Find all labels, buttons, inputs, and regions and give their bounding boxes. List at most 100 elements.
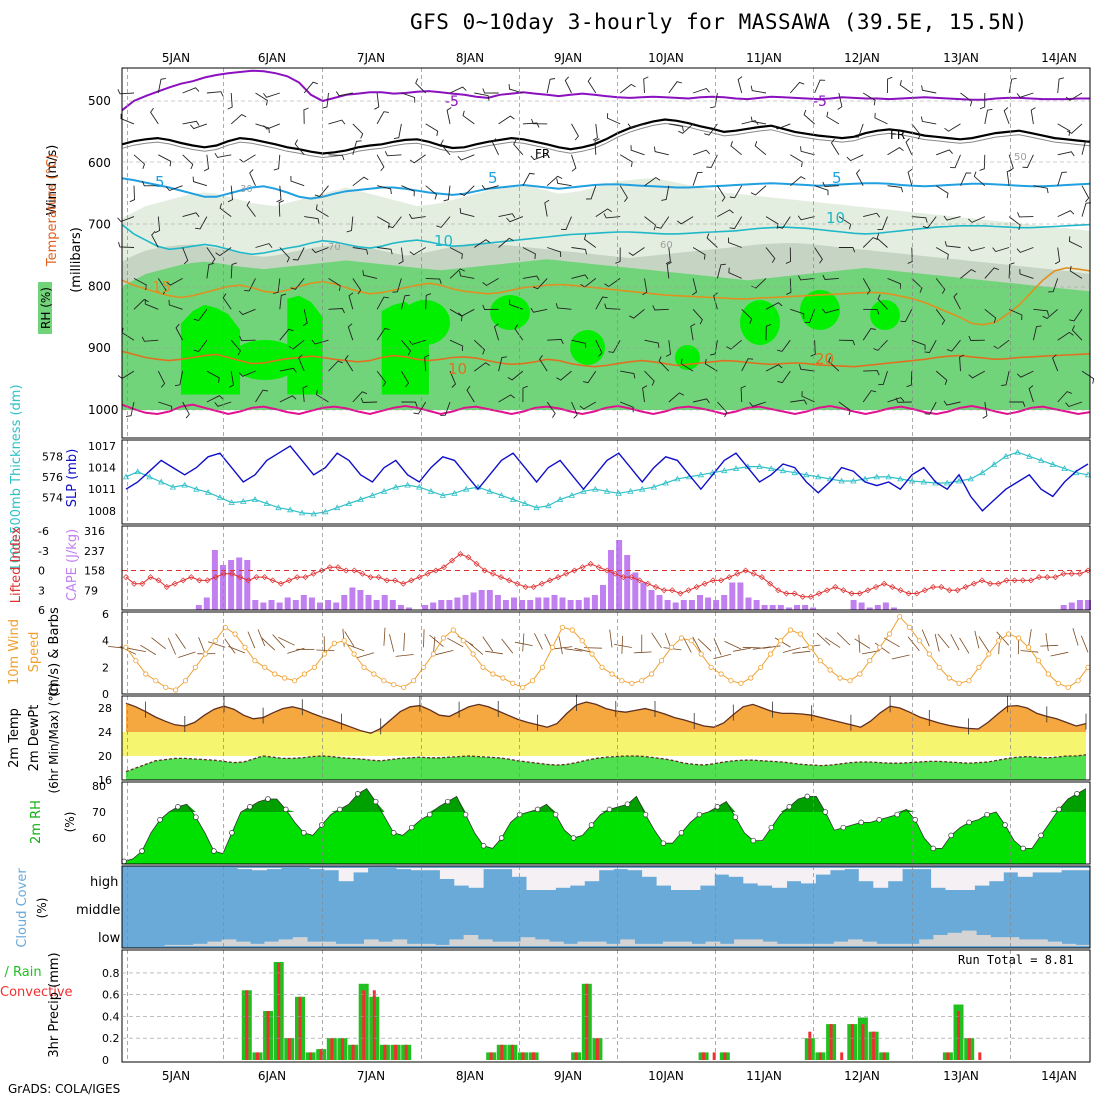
cloud-low-bar [862,942,877,946]
cloud-low-bar [179,945,194,946]
cloud-low-bar [763,942,778,946]
wind-speed-point [461,639,465,643]
cape-bar [697,595,703,610]
wind-barb [669,82,682,93]
rh-bright-blob [740,300,780,345]
wind-speed-point [550,645,554,649]
dewpt-area [126,755,1086,780]
wind-barb [652,633,662,648]
li-tick-label: 0 [38,565,45,578]
cloud-low-bar [706,942,721,946]
wind-speed-point [451,628,455,632]
wind-barb [725,641,741,649]
wind-barb [837,633,850,646]
wind-speed-point [491,672,495,676]
wind-speed-point [947,676,951,680]
cloud-high-bar [339,868,354,881]
wind-speed-point [402,685,406,689]
wind-barb [559,636,562,654]
wind-speed-point [659,659,663,663]
rh2m-point [319,823,324,828]
cape-bar [479,590,485,610]
wind-speed-point [431,652,435,656]
cape-bar [851,600,857,610]
wind-speed-point [183,679,187,683]
wind-barb [258,629,265,646]
rh2m-point [967,820,972,825]
cloud-high-bar [787,868,802,881]
rh2m-point [355,791,360,796]
cape-bar [293,600,299,610]
slp-tick-label: 1017 [88,440,116,453]
rh2m-point [751,838,756,843]
rh2m-point [373,799,378,804]
cape-bar [665,600,671,610]
rh2m-point [1039,833,1044,838]
wind-barb [277,186,282,202]
cape-bar [681,600,687,610]
cloud-high-bar [974,868,989,886]
wind-barb [357,653,374,658]
wind-barb [199,637,206,654]
cloud-low-bar [820,944,835,946]
wind-barb [742,121,759,125]
date-label-top: 12JAN [844,51,880,65]
wind-speed-point [292,679,296,683]
date-label-bottom: 6JAN [258,1069,286,1083]
wind-speed-point [788,628,792,632]
cloud-low-bar [222,939,237,946]
wind-speed-point [600,665,604,669]
cloud-high-bar [714,868,729,875]
cape-tick-label: 237 [84,545,105,558]
panel-frame-slp [122,440,1090,524]
rh2m-point [535,807,540,812]
wind-speed-point [669,645,673,649]
precip-conv-bar [394,1045,397,1060]
temp-label-b: 2m DewPt [27,705,42,772]
cloud-high-bar [324,868,339,870]
date-label-bottom: 9JAN [554,1069,582,1083]
wind-speed-point [808,645,812,649]
li-tick-label: -6 [38,525,49,538]
cape-bar [196,605,202,610]
wind-barb [975,631,979,649]
upper-rh-label: RH (%) [39,287,53,329]
wind-barb [888,186,903,193]
cloud-high-bar [946,868,961,890]
wind-barb [152,638,166,649]
wind-barb [231,115,246,124]
cape-bar [471,593,477,611]
wind-speed-point [421,665,425,669]
cloud-low-label: low [98,931,121,946]
li-tick-label: 6 [38,604,45,617]
cloud-low-bar [1019,939,1034,946]
cloud-high-bar [743,868,758,883]
cloud-low-bar [1033,939,1048,946]
precip-conv-bar [957,1011,960,1060]
wind-barb [951,634,959,650]
cloud-high-bar [411,868,426,870]
cape-bar [875,605,881,610]
date-label-top: 6JAN [258,51,286,65]
wind-barb [1051,652,1069,656]
precip-conv-bar [362,990,365,1060]
wind-barb [1017,93,1033,97]
thickness-tick-label: 578 [42,450,63,463]
date-label-top: 8JAN [456,51,484,65]
rh2m-point [266,797,271,802]
cape-bar [1069,603,1075,611]
wind-speed-point [887,632,891,636]
cloud-low-bar [777,944,792,946]
wind-barb [353,177,368,186]
cape-bar [349,588,355,611]
wind-barb [938,634,949,648]
wind-barb [847,155,863,161]
wind-barb [458,155,474,160]
cape-bar [309,598,315,611]
rh2m-point [841,825,846,830]
wind-barb [644,77,649,93]
cloud-high-bar [541,868,556,890]
date-label-bottom: 7JAN [357,1069,385,1083]
cape-bar [357,590,363,610]
